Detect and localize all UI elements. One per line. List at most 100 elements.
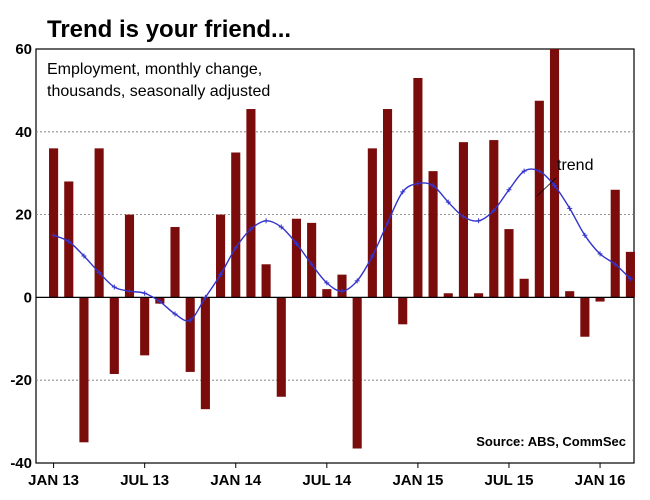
- subtitle-line-2: thousands, seasonally adjusted: [47, 83, 270, 100]
- bar: [367, 148, 377, 298]
- trend-marker: [293, 241, 299, 247]
- bar: [322, 289, 332, 298]
- trend-marker: [506, 187, 512, 193]
- trend-marker: [339, 288, 345, 294]
- bar: [170, 227, 180, 298]
- bar: [276, 297, 286, 397]
- source-note: Source: ABS, CommSec: [476, 434, 626, 449]
- bar: [261, 264, 271, 298]
- trend-marker: [476, 218, 482, 224]
- bar: [595, 297, 605, 302]
- trend-marker: [521, 168, 527, 174]
- trend-marker: [460, 214, 466, 220]
- trend-marker: [142, 290, 148, 296]
- bar: [580, 297, 590, 337]
- trend-marker: [111, 284, 117, 290]
- bar: [458, 142, 468, 298]
- y-tick-label: -20: [10, 372, 32, 389]
- bar: [337, 274, 347, 298]
- x-tick-label: JAN 16: [575, 472, 626, 489]
- trend-marker: [278, 224, 284, 230]
- trend-marker: [263, 218, 269, 224]
- y-tick-label: 0: [24, 289, 32, 306]
- bar: [291, 218, 302, 298]
- bar: [398, 297, 408, 325]
- y-tick-label: 40: [15, 124, 32, 141]
- bar: [443, 293, 453, 298]
- bar: [549, 49, 560, 298]
- trend-marker: [187, 317, 193, 323]
- trend-marker: [400, 189, 406, 195]
- bar: [185, 297, 195, 372]
- trend-marker: [66, 239, 72, 245]
- y-axis: 60 40 20 0 -20 -40: [10, 41, 32, 472]
- x-tick-label: JAN 13: [28, 472, 79, 489]
- bar: [94, 148, 104, 298]
- trend-marker: [96, 270, 102, 276]
- bar: [519, 278, 529, 298]
- bar: [489, 140, 499, 298]
- x-tick-label: JUL 14: [302, 472, 352, 489]
- trend-marker: [218, 272, 224, 278]
- bar: [352, 297, 362, 449]
- bar: [413, 77, 423, 298]
- trend-marker: [445, 199, 451, 205]
- bar: [79, 297, 89, 443]
- trend-marker: [582, 232, 588, 238]
- x-tick-label: JUL 13: [120, 472, 169, 489]
- bar: [307, 222, 317, 298]
- chart-title: Trend is your friend...: [47, 16, 291, 43]
- trend-marker: [612, 261, 618, 267]
- trend-marker: [248, 226, 254, 232]
- trend-marker: [81, 253, 87, 259]
- y-tick-label: -40: [10, 455, 32, 472]
- bar: [625, 251, 635, 298]
- trend-marker: [627, 276, 633, 282]
- trend-marker: [172, 311, 178, 317]
- trend-marker: [369, 253, 375, 259]
- bar: [216, 214, 226, 298]
- bar: [382, 109, 393, 298]
- trend-label: trend: [557, 157, 593, 174]
- bar: [200, 297, 210, 410]
- trend-marker: [354, 278, 360, 284]
- trend-series: [51, 168, 633, 323]
- trend-marker: [233, 245, 239, 251]
- trend-marker: [126, 288, 132, 294]
- trend-marker: [385, 220, 391, 226]
- bar: [246, 109, 256, 298]
- subtitle-line-1: Employment, monthly change,: [47, 61, 262, 78]
- bar: [140, 297, 150, 356]
- trend-marker: [552, 183, 558, 189]
- bar: [231, 152, 241, 298]
- trend-label-pointer: [536, 177, 557, 197]
- bar: [428, 171, 438, 298]
- bar: [474, 293, 484, 298]
- bar: [534, 100, 544, 298]
- plot-area: [35, 48, 635, 464]
- bar: [109, 297, 119, 374]
- x-tick-label: JUL 15: [485, 472, 534, 489]
- y-tick-label: 20: [15, 207, 32, 224]
- trend-marker: [415, 181, 421, 187]
- bar: [49, 148, 59, 298]
- trend-marker: [51, 232, 57, 238]
- bar: [124, 214, 135, 298]
- trend-marker: [309, 261, 315, 267]
- trend-marker: [491, 207, 497, 213]
- bar: [565, 291, 575, 298]
- x-tick-label: JAN 14: [210, 472, 262, 489]
- bar: [504, 229, 514, 298]
- x-tick-label: JAN 15: [392, 472, 443, 489]
- trend-marker: [536, 168, 542, 174]
- trend-marker: [430, 183, 436, 189]
- trend-marker: [157, 299, 163, 305]
- bar-series: [49, 49, 635, 449]
- x-axis: JAN 13 JUL 13 JAN 14 JUL 14 JAN 15 JUL 15 JAN …: [28, 463, 625, 489]
- trend-marker: [597, 251, 603, 257]
- trend-marker: [324, 280, 330, 286]
- bar: [610, 189, 620, 298]
- trend-marker: [202, 294, 208, 300]
- trend-marker: [567, 205, 573, 211]
